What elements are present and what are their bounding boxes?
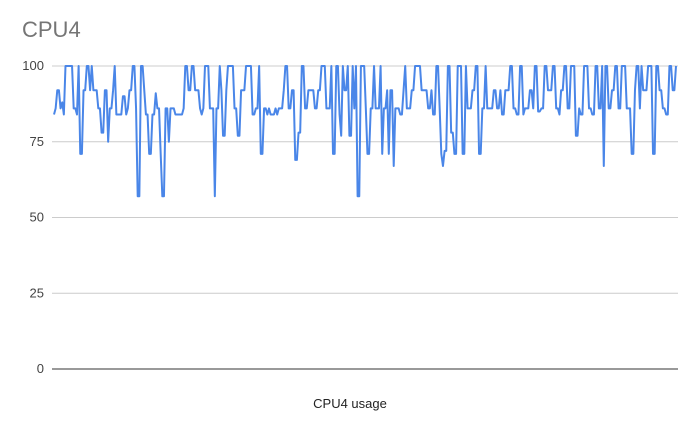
y-axis-ticks: 0 25 50 75 100 <box>22 58 44 376</box>
y-tick-label-0: 0 <box>37 361 44 376</box>
chart-title: CPU4 <box>22 17 81 42</box>
y-tick-label-25: 25 <box>30 285 44 300</box>
x-axis-label: CPU4 usage <box>313 396 387 411</box>
series-line-0 <box>53 65 677 198</box>
y-tick-label-50: 50 <box>30 210 44 225</box>
series-layer <box>53 65 677 198</box>
y-tick-label-100: 100 <box>22 58 44 73</box>
y-tick-label-75: 75 <box>30 134 44 149</box>
